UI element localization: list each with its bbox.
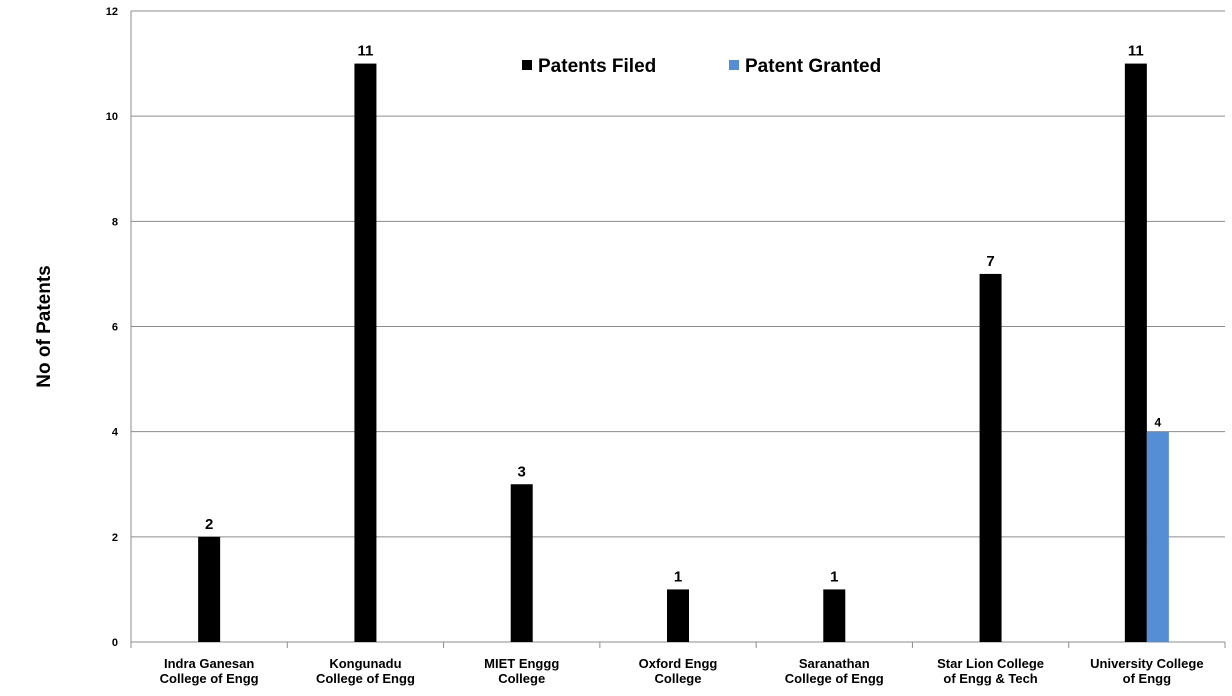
bar-patents-filed	[823, 589, 846, 642]
legend-label: Patents Filed	[538, 56, 656, 77]
data-label-patent-granted: 4	[1155, 416, 1162, 430]
data-label-patents-filed: 2	[205, 516, 213, 533]
x-category-label-line: College	[655, 671, 702, 686]
x-category-label: Star Lion College of Engg & Tech	[937, 656, 1044, 686]
bar-patents-filed	[510, 484, 533, 642]
x-category-label-line: Saranathan	[799, 656, 870, 671]
x-category-label-line: MIET Enggg	[484, 656, 559, 671]
data-label-patents-filed: 1	[674, 568, 682, 585]
legend-swatch	[729, 60, 739, 70]
data-label-patents-filed: 11	[357, 43, 373, 60]
x-category-label: University College of Engg	[1090, 656, 1203, 686]
legend-label: Patent Granted	[745, 56, 881, 77]
y-axis-title: No of Patents	[34, 265, 55, 387]
x-category-label-line: Indra Ganesan	[164, 656, 254, 671]
y-tick-label: 4	[112, 427, 119, 439]
bar-patents-filed	[979, 273, 1002, 642]
legend-swatch	[522, 60, 532, 70]
x-category-label: Kongunadu College of Engg	[316, 656, 415, 686]
x-category-label-line: College	[498, 671, 545, 686]
data-label-patents-filed: 3	[518, 463, 526, 480]
x-category-label-line: of Engg & Tech	[943, 671, 1037, 686]
x-category-label-line: of Engg	[1123, 671, 1171, 686]
x-category-label-line: College of Engg	[160, 671, 259, 686]
x-category-label-line: Oxford Engg	[639, 656, 718, 671]
bar-patents-filed	[1124, 63, 1147, 643]
bar-patents-filed	[198, 536, 221, 642]
y-tick-label: 12	[106, 6, 118, 18]
data-label-patents-filed: 7	[986, 253, 994, 270]
x-category-label: Saranathan College of Engg	[785, 656, 884, 686]
x-category-label: Indra Ganesan College of Engg	[160, 656, 259, 686]
data-label-patents-filed: 11	[1128, 43, 1144, 60]
x-category-label: Oxford Engg College	[639, 656, 718, 686]
x-category-label-line: College of Engg	[316, 671, 415, 686]
x-category-label-line: Star Lion College	[937, 656, 1044, 671]
y-tick-label: 8	[112, 216, 118, 228]
bar-patents-filed	[667, 589, 689, 642]
x-category-label: MIET Enggg College	[484, 656, 559, 686]
y-tick-label: 10	[106, 111, 118, 123]
bar-patents-filed	[354, 63, 377, 643]
y-tick-label: 6	[112, 322, 118, 334]
data-label-patents-filed: 1	[830, 568, 838, 585]
y-tick-label: 2	[112, 532, 118, 544]
x-category-label-line: College of Engg	[785, 671, 884, 686]
x-category-label-line: University College	[1090, 656, 1203, 671]
x-category-label-line: Kongunadu	[329, 656, 401, 671]
y-tick-label: 0	[112, 637, 118, 649]
bar-patent-granted	[1146, 431, 1169, 642]
